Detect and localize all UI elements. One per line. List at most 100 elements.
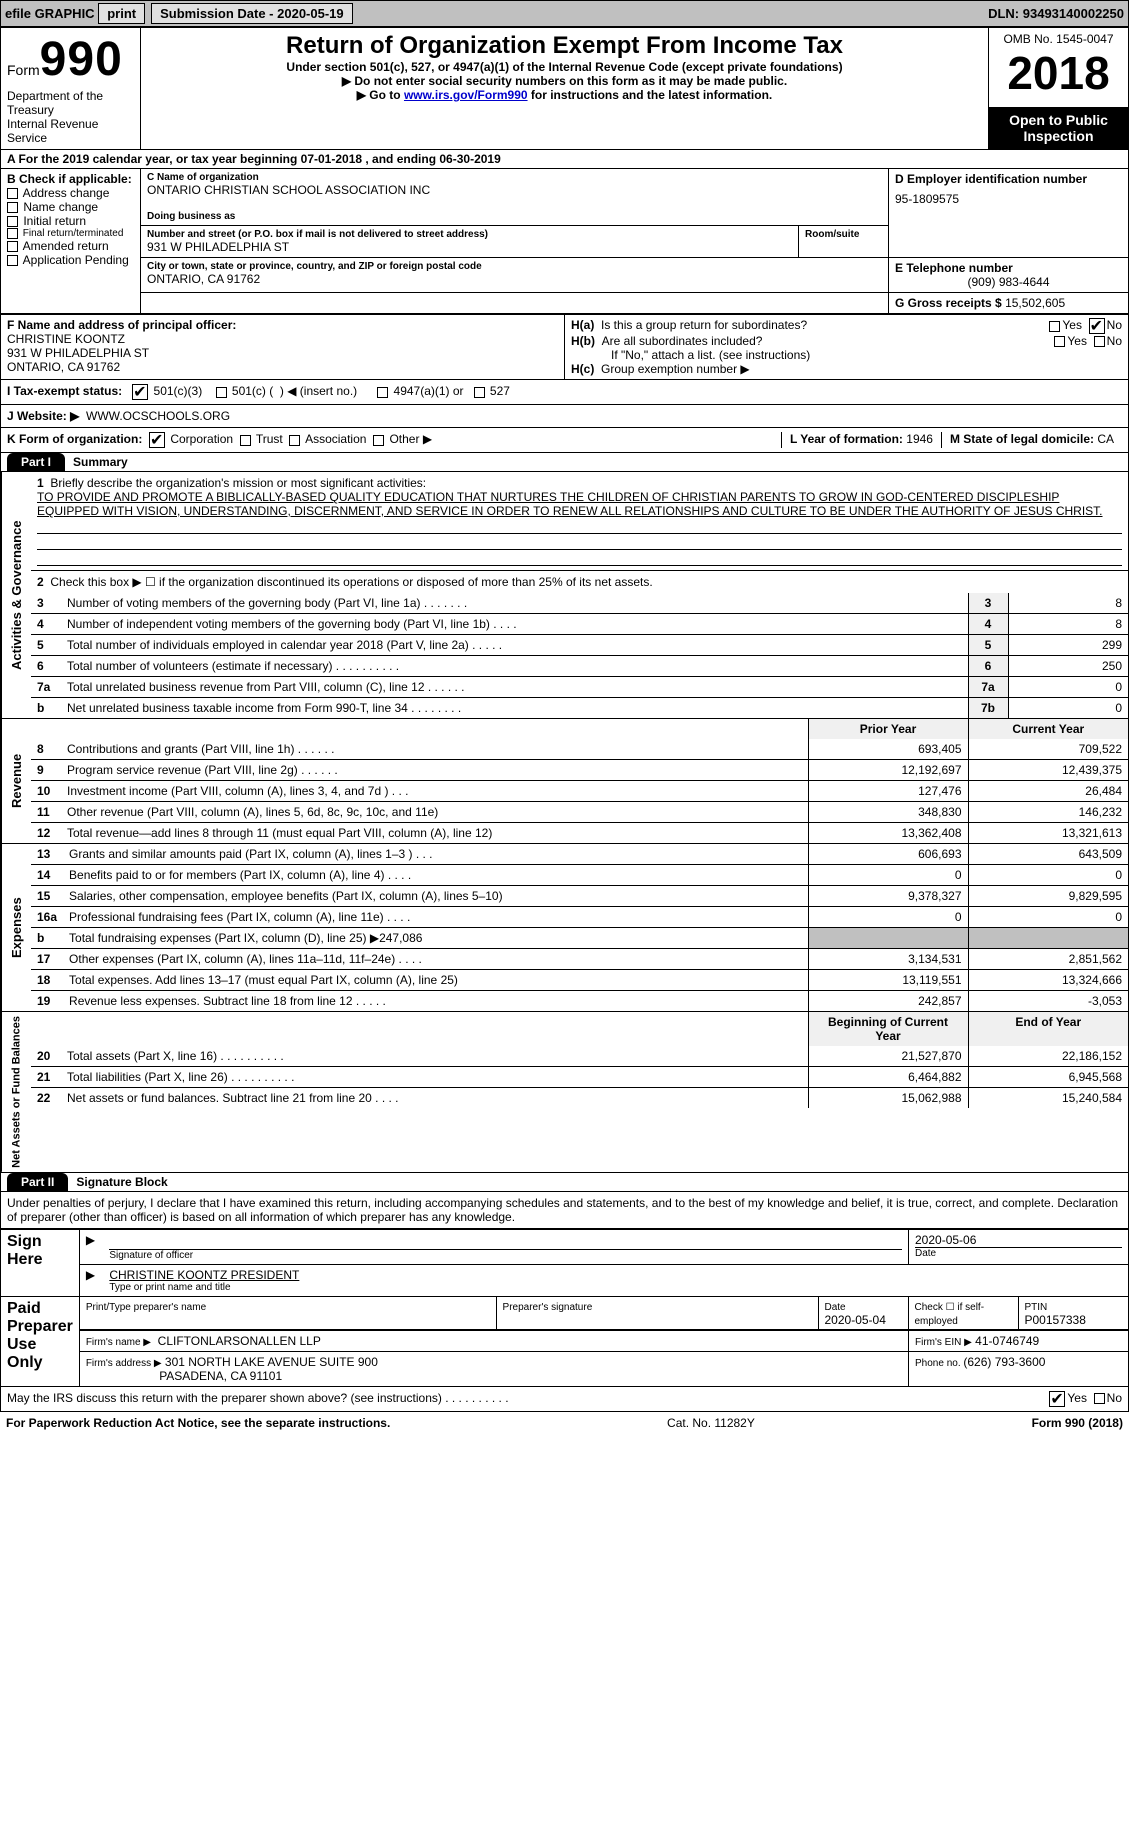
form-title: Return of Organization Exempt From Incom… (147, 32, 982, 60)
table-row: 3Number of voting members of the governi… (31, 593, 1128, 614)
footer-left: For Paperwork Reduction Act Notice, see … (6, 1416, 390, 1430)
website-value: WWW.OCSCHOOLS.ORG (86, 409, 230, 423)
table-row: 17Other expenses (Part IX, column (A), l… (31, 949, 1128, 970)
check-amended-return[interactable]: Amended return (7, 239, 134, 253)
officer-addr1: 931 W PHILADELPHIA ST (7, 346, 558, 360)
print-button[interactable]: print (98, 3, 145, 24)
tax-year: 2018 (995, 46, 1122, 100)
department: Department of the Treasury Internal Reve… (7, 89, 134, 145)
table-row: 6Total number of volunteers (estimate if… (31, 656, 1128, 677)
dln: DLN: 93493140002250 (988, 6, 1124, 21)
governance-section: Activities & Governance 1 Briefly descri… (0, 472, 1129, 719)
table-row: 8Contributions and grants (Part VIII, li… (31, 739, 1128, 760)
form-note-1: ▶ Do not enter social security numbers o… (147, 74, 982, 88)
check-address-change[interactable]: Address change (7, 186, 134, 200)
tax-period: A For the 2019 calendar year, or tax yea… (0, 150, 1129, 168)
dba-label: Doing business as (147, 211, 882, 222)
line2-text: Check this box ▶ ☐ if the organization d… (50, 575, 652, 589)
gross-receipts-label: G Gross receipts $ (895, 296, 1005, 310)
mission-text: TO PROVIDE AND PROMOTE A BIBLICALLY-BASE… (37, 490, 1103, 518)
sig-date-label: Date (915, 1247, 1122, 1259)
org-name: ONTARIO CHRISTIAN SCHOOL ASSOCIATION INC (147, 183, 882, 197)
h-b-row: H(b) Are all subordinates included? Yes … (571, 334, 1122, 348)
table-row: 11Other revenue (Part VIII, column (A), … (31, 802, 1128, 823)
netassets-lines: Beginning of Current YearEnd of Year 20T… (31, 1012, 1128, 1108)
check-final-return[interactable]: Final return/terminated (7, 228, 134, 239)
sig-date-value: 2020-05-06 (915, 1233, 1122, 1247)
check-initial-return[interactable]: Initial return (7, 214, 134, 228)
open-to-public: Open to Public Inspection (989, 107, 1129, 149)
sig-officer-label: Signature of officer (109, 1249, 902, 1261)
ein-label: D Employer identification number (895, 172, 1122, 186)
discuss-yes-check[interactable] (1049, 1391, 1065, 1407)
table-row: 13Grants and similar amounts paid (Part … (31, 844, 1128, 865)
efile-topbar: efile GRAPHIC print Submission Date - 20… (0, 0, 1129, 27)
table-row: 4Number of independent voting members of… (31, 614, 1128, 635)
h-c-row: H(c) Group exemption number ▶ (571, 362, 1122, 376)
table-row: 19Revenue less expenses. Subtract line 1… (31, 991, 1128, 1012)
netassets-section: Net Assets or Fund Balances Beginning of… (0, 1012, 1129, 1173)
discuss-row: May the IRS discuss this return with the… (0, 1387, 1129, 1412)
signature-block: Sign Here ▶ Signature of officer 2020-05… (0, 1229, 1129, 1387)
expenses-section: Expenses 13Grants and similar amounts pa… (0, 844, 1129, 1012)
table-row: bTotal fundraising expenses (Part IX, co… (31, 928, 1128, 949)
street-label: Number and street (or P.O. box if mail i… (147, 229, 792, 240)
box-b-label: B Check if applicable: (7, 172, 134, 186)
check-corporation[interactable] (149, 432, 165, 448)
form-number: 990 (40, 33, 123, 86)
city-value: ONTARIO, CA 91762 (147, 272, 882, 286)
room-label: Room/suite (805, 229, 882, 240)
check-501c3[interactable] (132, 384, 148, 400)
table-row: 20Total assets (Part X, line 16) . . . .… (31, 1046, 1128, 1067)
h-a-no-check[interactable] (1089, 318, 1105, 334)
footer-mid: Cat. No. 11282Y (667, 1416, 755, 1430)
table-row: 22Net assets or fund balances. Subtract … (31, 1088, 1128, 1109)
form990-link[interactable]: www.irs.gov/Form990 (404, 88, 528, 102)
part-i-header: Part I Summary (0, 453, 1129, 472)
form-header: Form990 Department of the Treasury Inter… (0, 27, 1129, 150)
table-row: 10Investment income (Part VIII, column (… (31, 781, 1128, 802)
table-row: 14Benefits paid to or for members (Part … (31, 865, 1128, 886)
sign-here-label: Sign Here (1, 1229, 80, 1296)
footer-right: Form 990 (2018) (1032, 1416, 1123, 1430)
revenue-lines: Prior YearCurrent Year 8Contributions an… (31, 719, 1128, 843)
row-klm: K Form of organization: Corporation Trus… (0, 428, 1129, 453)
sidelabel-revenue: Revenue (1, 719, 31, 843)
firm-addr1: 301 NORTH LAKE AVENUE SUITE 900 (165, 1355, 378, 1369)
check-name-change[interactable]: Name change (7, 200, 134, 214)
officer-group-block: F Name and address of principal officer:… (0, 314, 1129, 380)
street-value: 931 W PHILADELPHIA ST (147, 240, 792, 254)
line1-label: Briefly describe the organization's miss… (50, 476, 426, 490)
table-row: 9Program service revenue (Part VIII, lin… (31, 760, 1128, 781)
name-title-label: Type or print name and title (109, 1282, 1122, 1293)
page-footer: For Paperwork Reduction Act Notice, see … (0, 1412, 1129, 1434)
sidelabel-netassets: Net Assets or Fund Balances (1, 1012, 31, 1172)
efile-label: efile GRAPHIC (5, 6, 95, 21)
omb-number: OMB No. 1545-0047 (995, 32, 1122, 46)
ein-value: 95-1809575 (895, 192, 1122, 206)
org-name-label: C Name of organization (147, 172, 882, 183)
check-application-pending[interactable]: Application Pending (7, 253, 134, 267)
firm-name: CLIFTONLARSONALLEN LLP (158, 1334, 321, 1348)
declaration-text: Under penalties of perjury, I declare th… (0, 1192, 1129, 1229)
table-row: 15Salaries, other compensation, employee… (31, 886, 1128, 907)
table-row: 7aTotal unrelated business revenue from … (31, 677, 1128, 698)
gross-receipts-value: 15,502,605 (1005, 296, 1065, 310)
form-note-2: ▶ Go to www.irs.gov/Form990 for instruct… (147, 88, 982, 102)
identity-block: B Check if applicable: Address change Na… (0, 168, 1129, 314)
h-b-note: If "No," attach a list. (see instruction… (571, 348, 1122, 362)
row-i: I Tax-exempt status: 501(c)(3) 501(c) ( … (0, 380, 1129, 405)
firm-addr2: PASADENA, CA 91101 (159, 1369, 282, 1383)
row-j: J Website: ▶ WWW.OCSCHOOLS.ORG (0, 405, 1129, 428)
part-ii-header: Part II Signature Block (0, 1173, 1129, 1192)
phone-label: E Telephone number (895, 261, 1122, 275)
table-row: bNet unrelated business taxable income f… (31, 698, 1128, 719)
revenue-section: Revenue Prior YearCurrent Year 8Contribu… (0, 719, 1129, 844)
firm-ein: 41-0746749 (975, 1334, 1039, 1348)
expense-lines: 13Grants and similar amounts paid (Part … (31, 844, 1128, 1011)
governance-lines: 3Number of voting members of the governi… (31, 593, 1128, 718)
submission-date-badge: Submission Date - 2020-05-19 (151, 3, 353, 24)
table-row: 5Total number of individuals employed in… (31, 635, 1128, 656)
firm-phone: (626) 793-3600 (963, 1355, 1045, 1369)
paid-preparer-label: Paid Preparer Use Only (1, 1296, 80, 1386)
